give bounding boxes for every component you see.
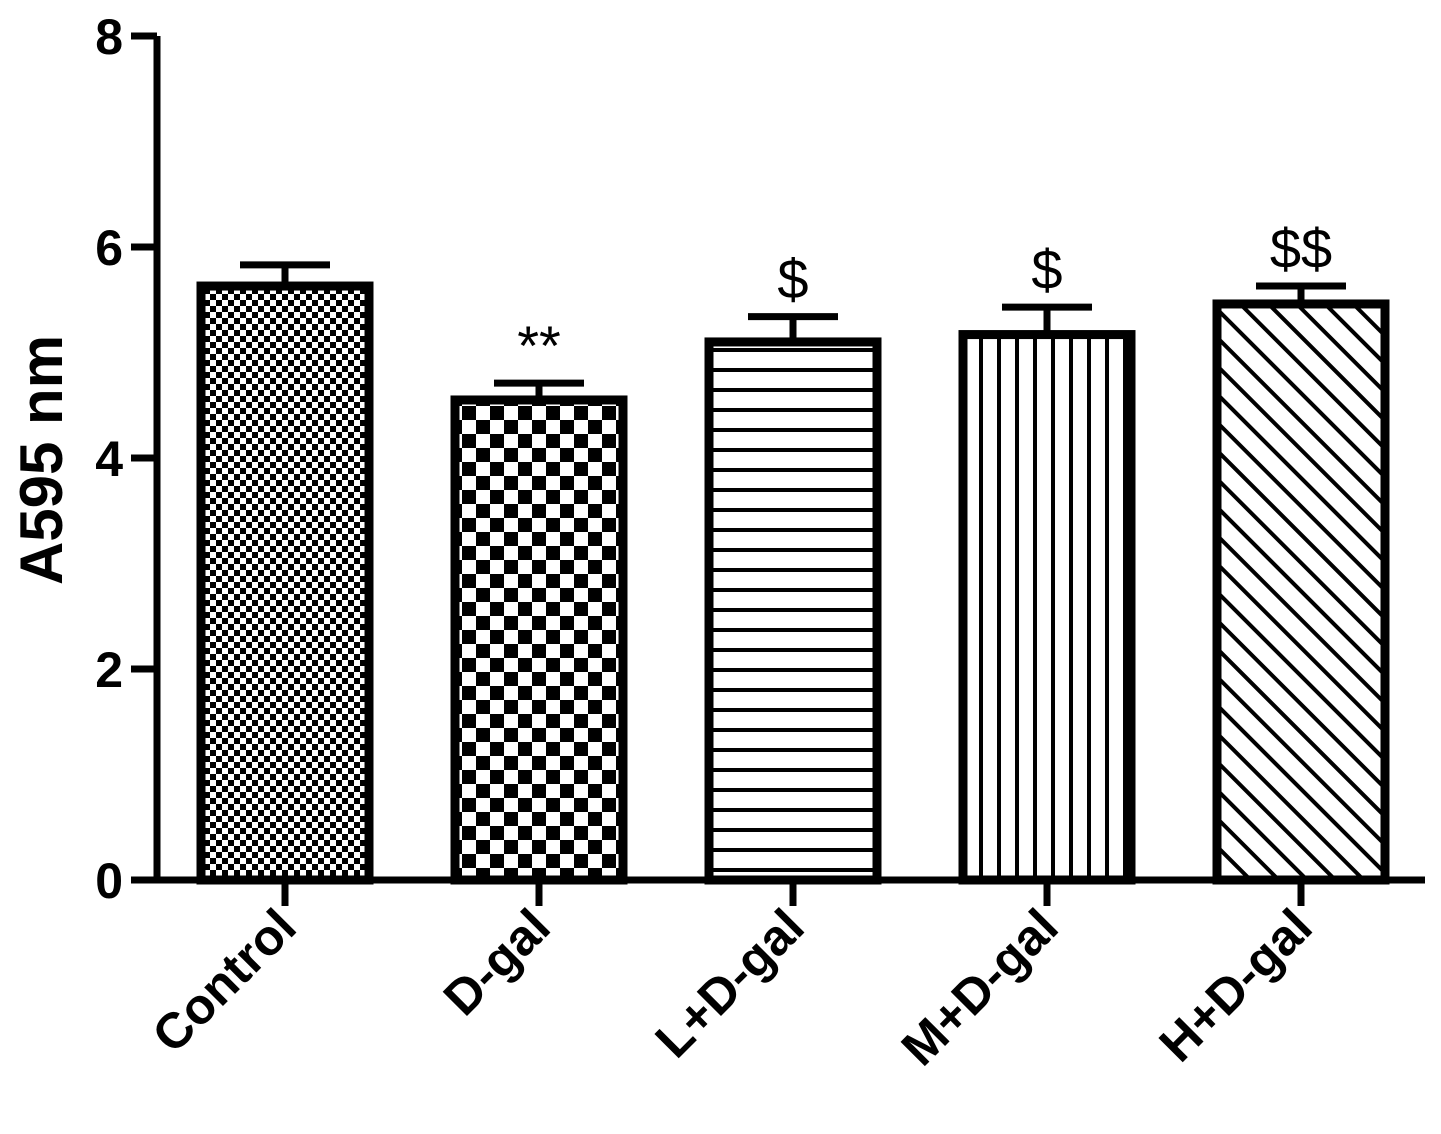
x-tick-label: L+D-gal [645,898,815,1068]
x-tick-label: D-gal [433,898,561,1026]
x-tick-label: H+D-gal [1149,898,1323,1072]
y-tick-label: 2 [95,642,123,698]
bar [958,330,1136,885]
bar [704,337,882,885]
bars-layer: **$ $ $$ [196,217,1390,885]
significance-label: $$ [1270,217,1332,280]
bar [196,281,374,885]
y-axis-title: A595 nm [8,335,75,585]
x-tick-label: Control [142,898,307,1063]
y-tick-label: 6 [95,220,123,276]
y-tick-label: 0 [95,853,123,909]
significance-label: ** [517,314,561,377]
y-tick-label: 4 [95,431,123,487]
bar [1212,299,1390,885]
x-tick-label: M+D-gal [891,898,1069,1076]
significance-label: $ [1031,238,1062,301]
bar [450,395,628,885]
y-tick-label: 8 [95,9,123,65]
significance-label: $ [777,248,808,311]
